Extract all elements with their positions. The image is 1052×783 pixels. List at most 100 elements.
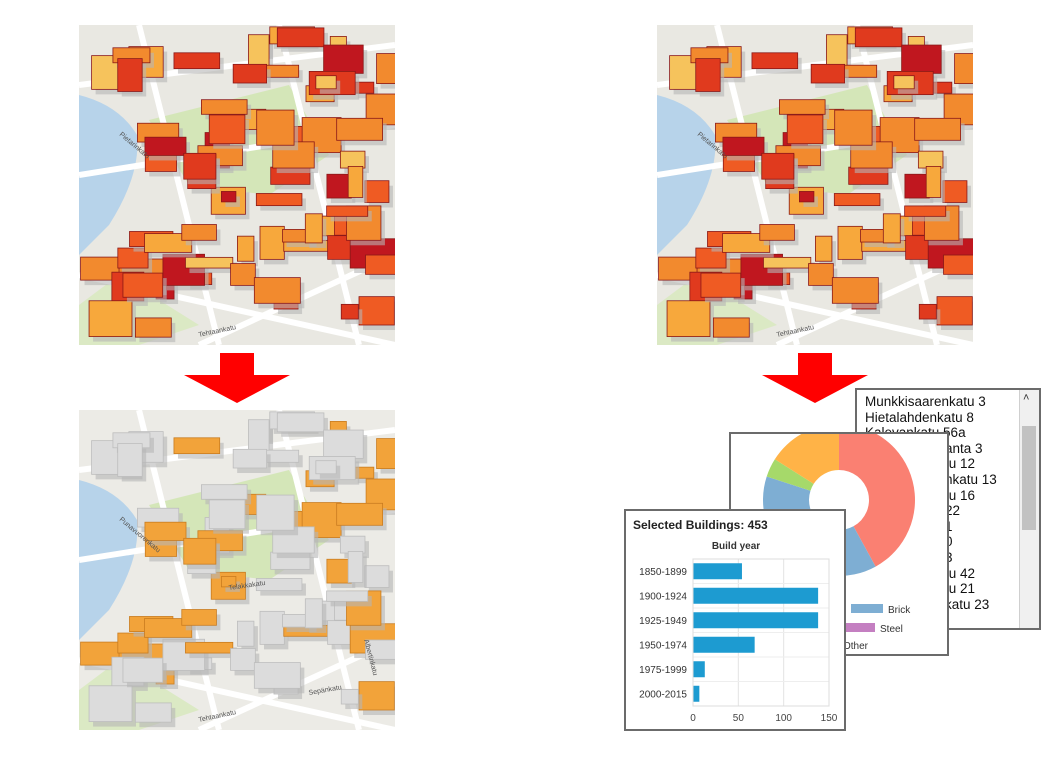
building [336,117,384,141]
category-label: 1925-1949 [639,616,687,627]
building [904,205,947,217]
building [786,114,824,145]
building [230,648,256,671]
building [831,277,879,304]
list-item[interactable]: tu 12 [945,456,976,472]
building [954,53,973,84]
building [340,688,359,705]
arrow-down-right [762,353,868,403]
building [259,225,285,260]
building [904,173,930,199]
building [815,235,833,262]
building [364,565,390,588]
building [810,63,846,84]
building [88,685,133,722]
building [365,639,395,660]
building [347,165,364,198]
building [183,537,217,565]
building [759,224,795,241]
selected-buildings-panel: Selected Buildings: 453 Build year 0 50 10… [624,509,846,731]
scroll-up-icon[interactable]: ˄ [1023,392,1030,404]
building [365,254,395,275]
bar [693,661,705,678]
building [117,632,149,654]
building [882,213,901,244]
building [336,502,384,526]
list-item[interactable]: tu 21 [945,581,976,597]
building [323,44,364,74]
building [918,303,937,320]
building [259,610,285,645]
bar [693,636,755,653]
bar [693,612,819,629]
building [339,150,366,169]
list-item[interactable]: tu 42 [945,565,976,581]
list-item[interactable]: Munkkisaarenkatu 3 [865,394,986,409]
building [134,702,172,723]
building [315,75,337,90]
category-label: 1975-1999 [639,665,687,676]
building [893,75,915,90]
building [201,484,248,500]
legend-swatch-brick [851,604,883,613]
legend-label-brick: Brick [888,605,911,616]
category-label: 2000-2015 [639,689,687,700]
building [181,224,217,241]
list-item[interactable]: nkatu 13 [945,471,997,487]
building [208,499,246,530]
water-area [657,95,716,255]
water-area [79,95,138,255]
building [695,247,727,269]
building [779,99,826,115]
selected-count-title: Selected Buildings: 453 [633,518,768,532]
list-item[interactable]: katu 23 [945,596,990,612]
x-tick-label: 100 [775,713,792,724]
building [232,63,268,84]
category-label: 1850-1899 [639,567,687,578]
building [917,150,944,169]
map-top-left: Tehtaankatu Pietarinkatu [79,25,395,345]
list-item[interactable]: Hietalahdenkatu 8 [865,409,974,425]
building [117,247,149,269]
list-item[interactable]: tu 16 [945,487,976,503]
building [183,152,217,180]
building [255,193,303,207]
list-item[interactable]: anta 3 [945,440,983,456]
map-bottom-left: Tehtaankatu Punavuorenkatu Telakkakatu Sepä… [79,410,395,730]
plot-frame [692,558,830,707]
building [304,213,323,244]
building [358,681,395,711]
building [326,173,352,199]
legend-label-steel: Steel [880,624,903,635]
pie-slice-other [839,434,915,567]
map-top-right: Tehtaankatu Pietarinkatu [657,25,973,345]
x-tick-label: 50 [733,713,745,724]
building [347,550,364,583]
build-year-bar-chart: Build year 0 50 100 150 1850-1899 1900-1924 19… [639,541,838,724]
bar [693,563,742,580]
building [88,300,133,337]
chart-title: Build year [712,541,760,552]
building [221,576,237,588]
building [376,53,395,84]
building [854,27,903,48]
building [276,27,325,48]
building [763,256,812,269]
bar [693,685,700,702]
building [230,263,256,286]
building [326,205,369,217]
building [712,317,750,338]
category-label: 1950-1974 [639,640,687,651]
legend-label-other: Other [843,641,869,652]
building [943,254,973,275]
building [722,136,765,156]
building [185,641,234,654]
building [666,300,711,337]
list-scrollbar[interactable]: ˄ [1019,390,1039,628]
building [304,598,323,629]
building [181,609,217,626]
building [221,191,237,203]
building [117,443,143,477]
scroll-thumb[interactable] [1022,426,1036,530]
building [173,437,221,455]
